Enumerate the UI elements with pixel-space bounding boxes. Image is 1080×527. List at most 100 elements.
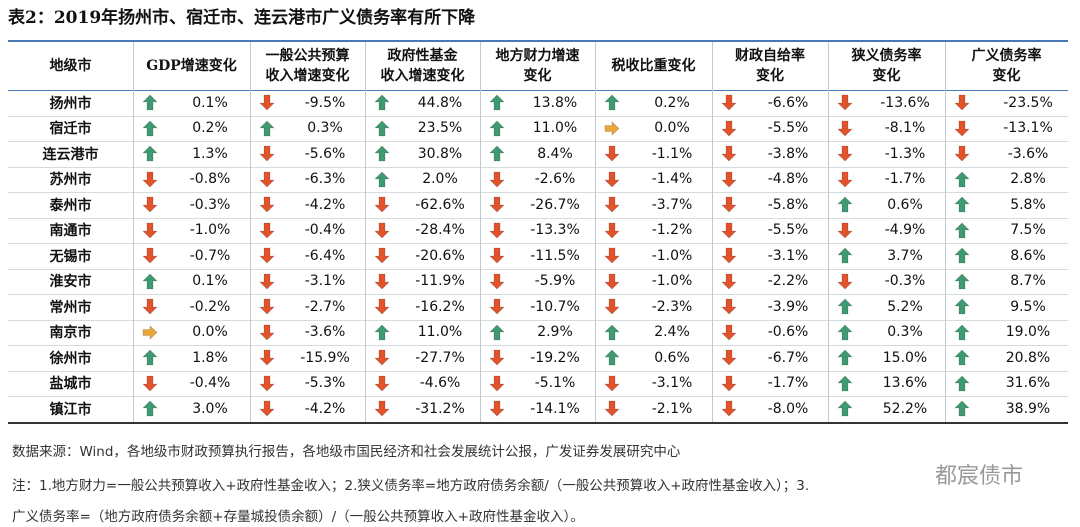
- trend-arrow: [142, 273, 158, 289]
- data-cell: -1.7%: [712, 371, 828, 397]
- trend-arrow: [721, 94, 737, 111]
- trend-arrow: [954, 145, 970, 162]
- trend-arrow: [721, 145, 737, 162]
- row-rule: [8, 319, 1068, 321]
- cell-value: -1.0%: [189, 222, 231, 239]
- note-line: 广义债务率=（地方政府债务余额+存量城投债余额）/（一般公共预算收入+政府性基金…: [12, 509, 584, 525]
- data-cell: -5.1%: [480, 371, 595, 397]
- data-cell: -0.3%: [133, 192, 250, 218]
- trend-arrow: [259, 375, 275, 391]
- trend-arrow: [489, 196, 505, 213]
- data-cell: -3.8%: [712, 141, 828, 167]
- trend-arrow: [954, 171, 970, 187]
- row-rule: [8, 243, 1068, 244]
- data-cell: 8.6%: [945, 243, 1068, 269]
- cell-value: 38.9%: [1005, 400, 1051, 417]
- trend-arrow: [837, 94, 853, 111]
- trend-arrow: [604, 400, 620, 417]
- city-name: 盐城市: [49, 376, 92, 393]
- cell-value: -8.1%: [884, 120, 926, 137]
- trend-arrow: [142, 222, 158, 238]
- trend-arrow: [837, 273, 853, 289]
- cell-value: 2.0%: [422, 171, 458, 188]
- column-rule: [828, 42, 829, 422]
- cell-value: -6.7%: [767, 349, 809, 366]
- trend-arrow: [604, 222, 620, 238]
- data-cell: -3.9%: [712, 294, 828, 320]
- cell-value: -3.7%: [651, 196, 693, 213]
- data-cell: 2.9%: [480, 320, 595, 346]
- cell-value: 11.0%: [417, 324, 463, 341]
- data-cell: 3.0%: [133, 396, 250, 422]
- cell-value: 5.8%: [1010, 196, 1046, 213]
- cell-value: -0.3%: [189, 196, 231, 213]
- watermark: 都宸债市: [935, 464, 1024, 489]
- data-cell: -27.7%: [365, 345, 480, 371]
- trend-arrow: [374, 349, 390, 366]
- row-rule: [8, 217, 1068, 219]
- cell-value: -1.0%: [651, 273, 693, 290]
- column-header: 狭义债务率 变化: [851, 48, 922, 84]
- city-name: 徐州市: [49, 350, 92, 367]
- cell-value: -10.7%: [530, 298, 580, 315]
- data-cell: -4.8%: [712, 167, 828, 193]
- trend-arrow: [259, 298, 275, 315]
- cell-value: -27.7%: [415, 349, 465, 366]
- cell-value: 3.0%: [192, 400, 228, 417]
- cell-value: -5.5%: [767, 222, 809, 239]
- cell-value: 0.6%: [654, 349, 690, 366]
- trend-arrow: [142, 400, 158, 417]
- data-cell: 7.5%: [945, 218, 1068, 244]
- trend-arrow: [837, 298, 853, 315]
- data-cell: -2.6%: [480, 167, 595, 193]
- cell-value: -8.0%: [767, 400, 809, 417]
- trend-arrow: [489, 145, 505, 162]
- trend-arrow: [374, 273, 390, 289]
- data-cell: -0.7%: [133, 243, 250, 269]
- data-cell: 31.6%: [945, 371, 1068, 397]
- cell-value: -3.9%: [767, 298, 809, 315]
- trend-arrow: [259, 145, 275, 162]
- cell-value: -6.4%: [304, 247, 346, 264]
- data-cell: -4.2%: [250, 396, 365, 422]
- cell-value: -2.1%: [651, 400, 693, 417]
- cell-value: 0.2%: [654, 94, 690, 111]
- trend-arrow: [721, 222, 737, 238]
- trend-arrow: [837, 222, 853, 238]
- cell-value: 31.6%: [1005, 375, 1051, 392]
- column-rule: [712, 42, 713, 422]
- cell-value: 0.1%: [192, 273, 228, 290]
- cell-value: -11.9%: [415, 273, 465, 290]
- table-title: 表2：2019年扬州市、宿迁市、连云港市广义债务率有所下降: [8, 8, 476, 28]
- cell-value: -4.8%: [767, 171, 809, 188]
- data-cell: -1.3%: [828, 141, 945, 167]
- trend-arrow: [259, 171, 275, 187]
- data-cell: -8.1%: [828, 116, 945, 142]
- data-cell: -3.6%: [250, 320, 365, 346]
- data-cell: -14.1%: [480, 396, 595, 422]
- note-line: 注：1.地方财力=一般公共预算收入+政府性基金收入；2.狭义债务率=地方政府债务…: [12, 478, 810, 494]
- data-cell: -1.2%: [595, 218, 712, 244]
- row-rule: [8, 141, 1068, 142]
- cell-value: 23.5%: [417, 120, 463, 137]
- cell-value: 19.0%: [1005, 324, 1051, 341]
- city-name: 宿迁市: [49, 121, 92, 138]
- cell-value: 5.2%: [887, 298, 923, 315]
- cell-value: -5.5%: [767, 120, 809, 137]
- trend-arrow: [604, 145, 620, 162]
- cell-value: -4.6%: [419, 375, 461, 392]
- cell-value: 11.0%: [532, 120, 578, 137]
- cell-value: -4.9%: [884, 222, 926, 239]
- trend-arrow: [142, 94, 158, 111]
- cell-value: -62.6%: [415, 196, 465, 213]
- trend-arrow: [721, 324, 737, 340]
- trend-arrow: [837, 400, 853, 417]
- trend-arrow: [721, 298, 737, 315]
- trend-arrow: [721, 120, 737, 136]
- row-rule: [8, 166, 1068, 168]
- data-cell: 11.0%: [480, 116, 595, 142]
- trend-arrow: [142, 145, 158, 162]
- cell-value: 3.7%: [887, 247, 923, 264]
- data-cell: -5.3%: [250, 371, 365, 397]
- trend-arrow: [374, 171, 390, 187]
